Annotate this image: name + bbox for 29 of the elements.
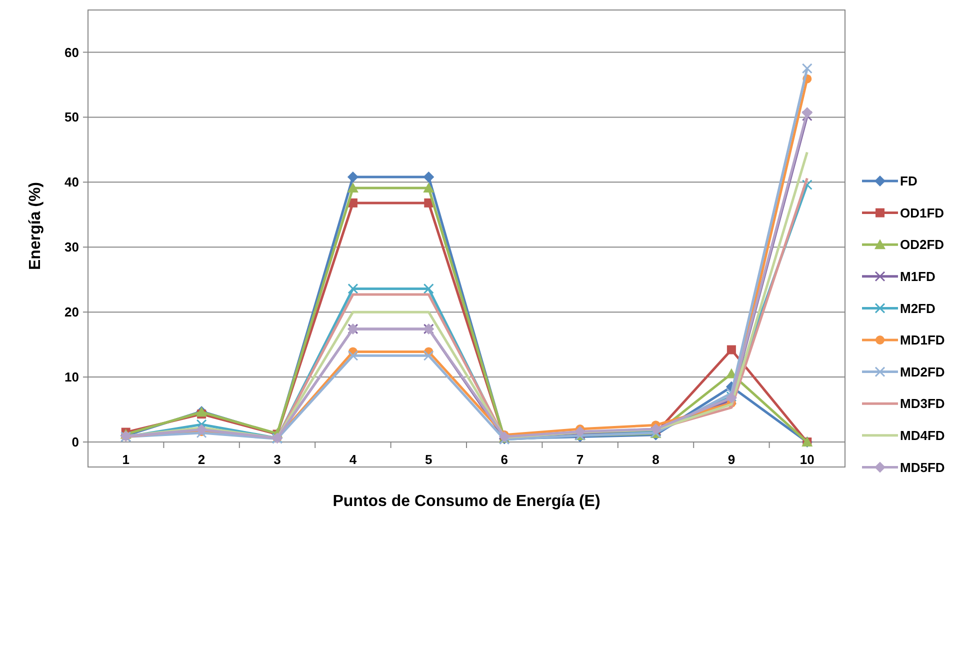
legend-label: MD5FD bbox=[900, 460, 945, 475]
y-tick-label: 30 bbox=[64, 240, 79, 255]
x-tick-label: 8 bbox=[652, 452, 660, 467]
x-axis-title: Puntos de Consumo de Energía (E) bbox=[332, 493, 600, 510]
x-tick-label: 5 bbox=[425, 452, 432, 467]
y-tick-label: 0 bbox=[72, 434, 79, 450]
legend-label: M1FD bbox=[900, 268, 936, 284]
x-tick-label: 3 bbox=[274, 452, 281, 467]
x-tick-label: 10 bbox=[800, 452, 814, 467]
y-tick-label: 50 bbox=[64, 110, 79, 125]
legend-label: MD4FD bbox=[900, 428, 945, 443]
y-tick-label: 40 bbox=[64, 174, 79, 190]
legend-label: OD1FD bbox=[900, 205, 944, 220]
y-tick-label: 60 bbox=[64, 44, 79, 60]
x-tick-label: 2 bbox=[198, 452, 206, 467]
legend-label: OD2FD bbox=[900, 237, 944, 252]
y-tick-label: 20 bbox=[64, 304, 79, 320]
legend-label: MD2FD bbox=[900, 364, 945, 380]
x-tick-label: 4 bbox=[349, 452, 358, 467]
x-tick-label: 1 bbox=[122, 452, 130, 467]
y-axis-title: Energía (%) bbox=[27, 182, 44, 270]
x-tick-label: 9 bbox=[728, 452, 736, 467]
legend-label: MD3FD bbox=[900, 396, 945, 412]
y-tick-label: 10 bbox=[64, 370, 79, 385]
x-tick-label: 6 bbox=[500, 452, 508, 467]
legend-label: M2FD bbox=[900, 300, 936, 316]
legend-label: MD1FD bbox=[900, 332, 945, 348]
x-tick-label: 7 bbox=[576, 452, 584, 467]
legend-label: FD bbox=[900, 174, 918, 189]
